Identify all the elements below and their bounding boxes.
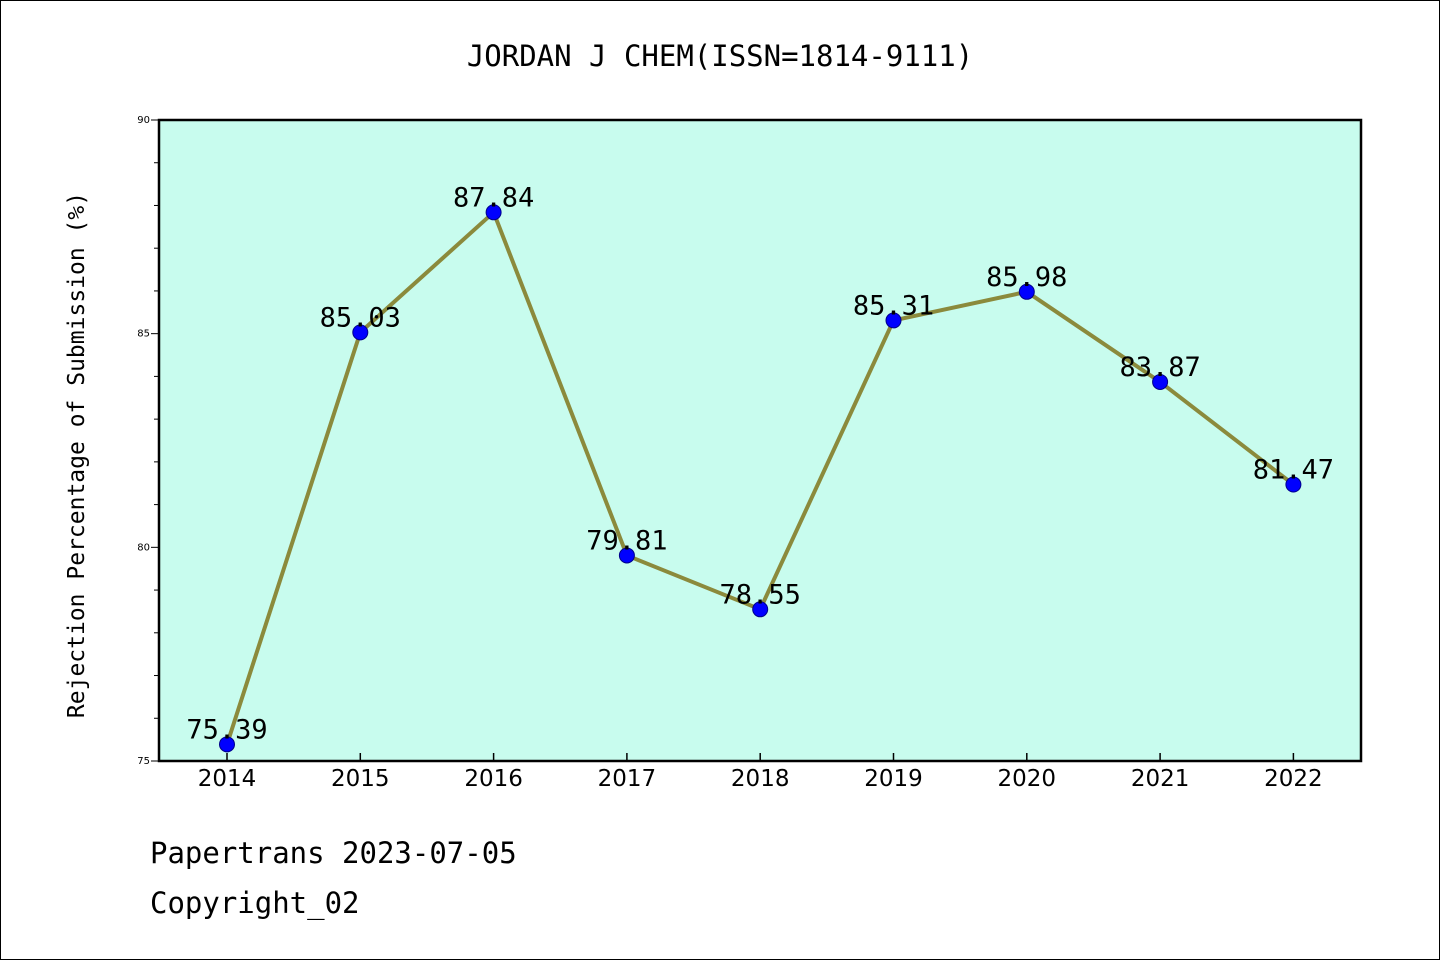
y-tick-label: 85 xyxy=(137,329,150,340)
y-tick-label: 90 xyxy=(137,115,150,126)
x-tick-label: 2015 xyxy=(331,766,390,792)
footer-copyright: Copyright_02 xyxy=(150,886,360,920)
x-tick-label: 2019 xyxy=(864,766,923,792)
x-axis-ticks: 2014 2015 2016 2017 2018 2019 2020 2021 2022 xyxy=(198,753,1323,792)
data-label: 81.47 xyxy=(1253,455,1334,486)
y-tick-label: 75 xyxy=(137,756,150,767)
data-label: 78.55 xyxy=(720,579,801,610)
x-tick-label: 2022 xyxy=(1264,766,1323,792)
x-tick-label: 2014 xyxy=(198,766,257,792)
data-markers xyxy=(219,204,1302,753)
data-label: 85.03 xyxy=(320,302,401,333)
data-label: 75.39 xyxy=(186,714,267,745)
plot-area xyxy=(157,118,1363,763)
data-point-marker xyxy=(219,736,235,753)
chart-title: JORDAN J CHEM(ISSN=1814-9111) xyxy=(467,39,973,73)
data-label: 85.98 xyxy=(986,262,1067,293)
x-tick-label: 2021 xyxy=(1131,766,1190,792)
data-point-marker xyxy=(1285,476,1302,493)
data-label: 83.87 xyxy=(1119,352,1200,383)
footer-source: Papertrans 2023-07-05 xyxy=(150,836,517,870)
data-point-marker xyxy=(618,547,635,564)
y-axis-ticks: 75 80 85 90 xyxy=(137,115,159,767)
x-tick-label: 2017 xyxy=(598,766,657,792)
data-label: 87.84 xyxy=(453,182,534,213)
data-point-marker xyxy=(352,324,369,341)
data-label: 79.81 xyxy=(586,525,667,556)
x-tick-label: 2020 xyxy=(998,766,1057,792)
data-labels: 75.39 85.03 87.84 79.81 78.55 85.31 85.98 83.87… xyxy=(186,182,1334,745)
data-point-marker xyxy=(1018,283,1035,300)
data-point-marker xyxy=(1152,373,1169,390)
data-label: 85.31 xyxy=(853,290,934,321)
data-point-marker xyxy=(752,601,769,618)
x-tick-label: 2016 xyxy=(464,766,523,792)
y-axis-label: Rejection Percentage of Submission (%) xyxy=(64,192,90,718)
x-tick-label: 2018 xyxy=(731,766,790,792)
y-tick-label: 80 xyxy=(137,542,150,553)
data-point-marker xyxy=(885,312,902,329)
data-point-marker xyxy=(485,204,502,221)
